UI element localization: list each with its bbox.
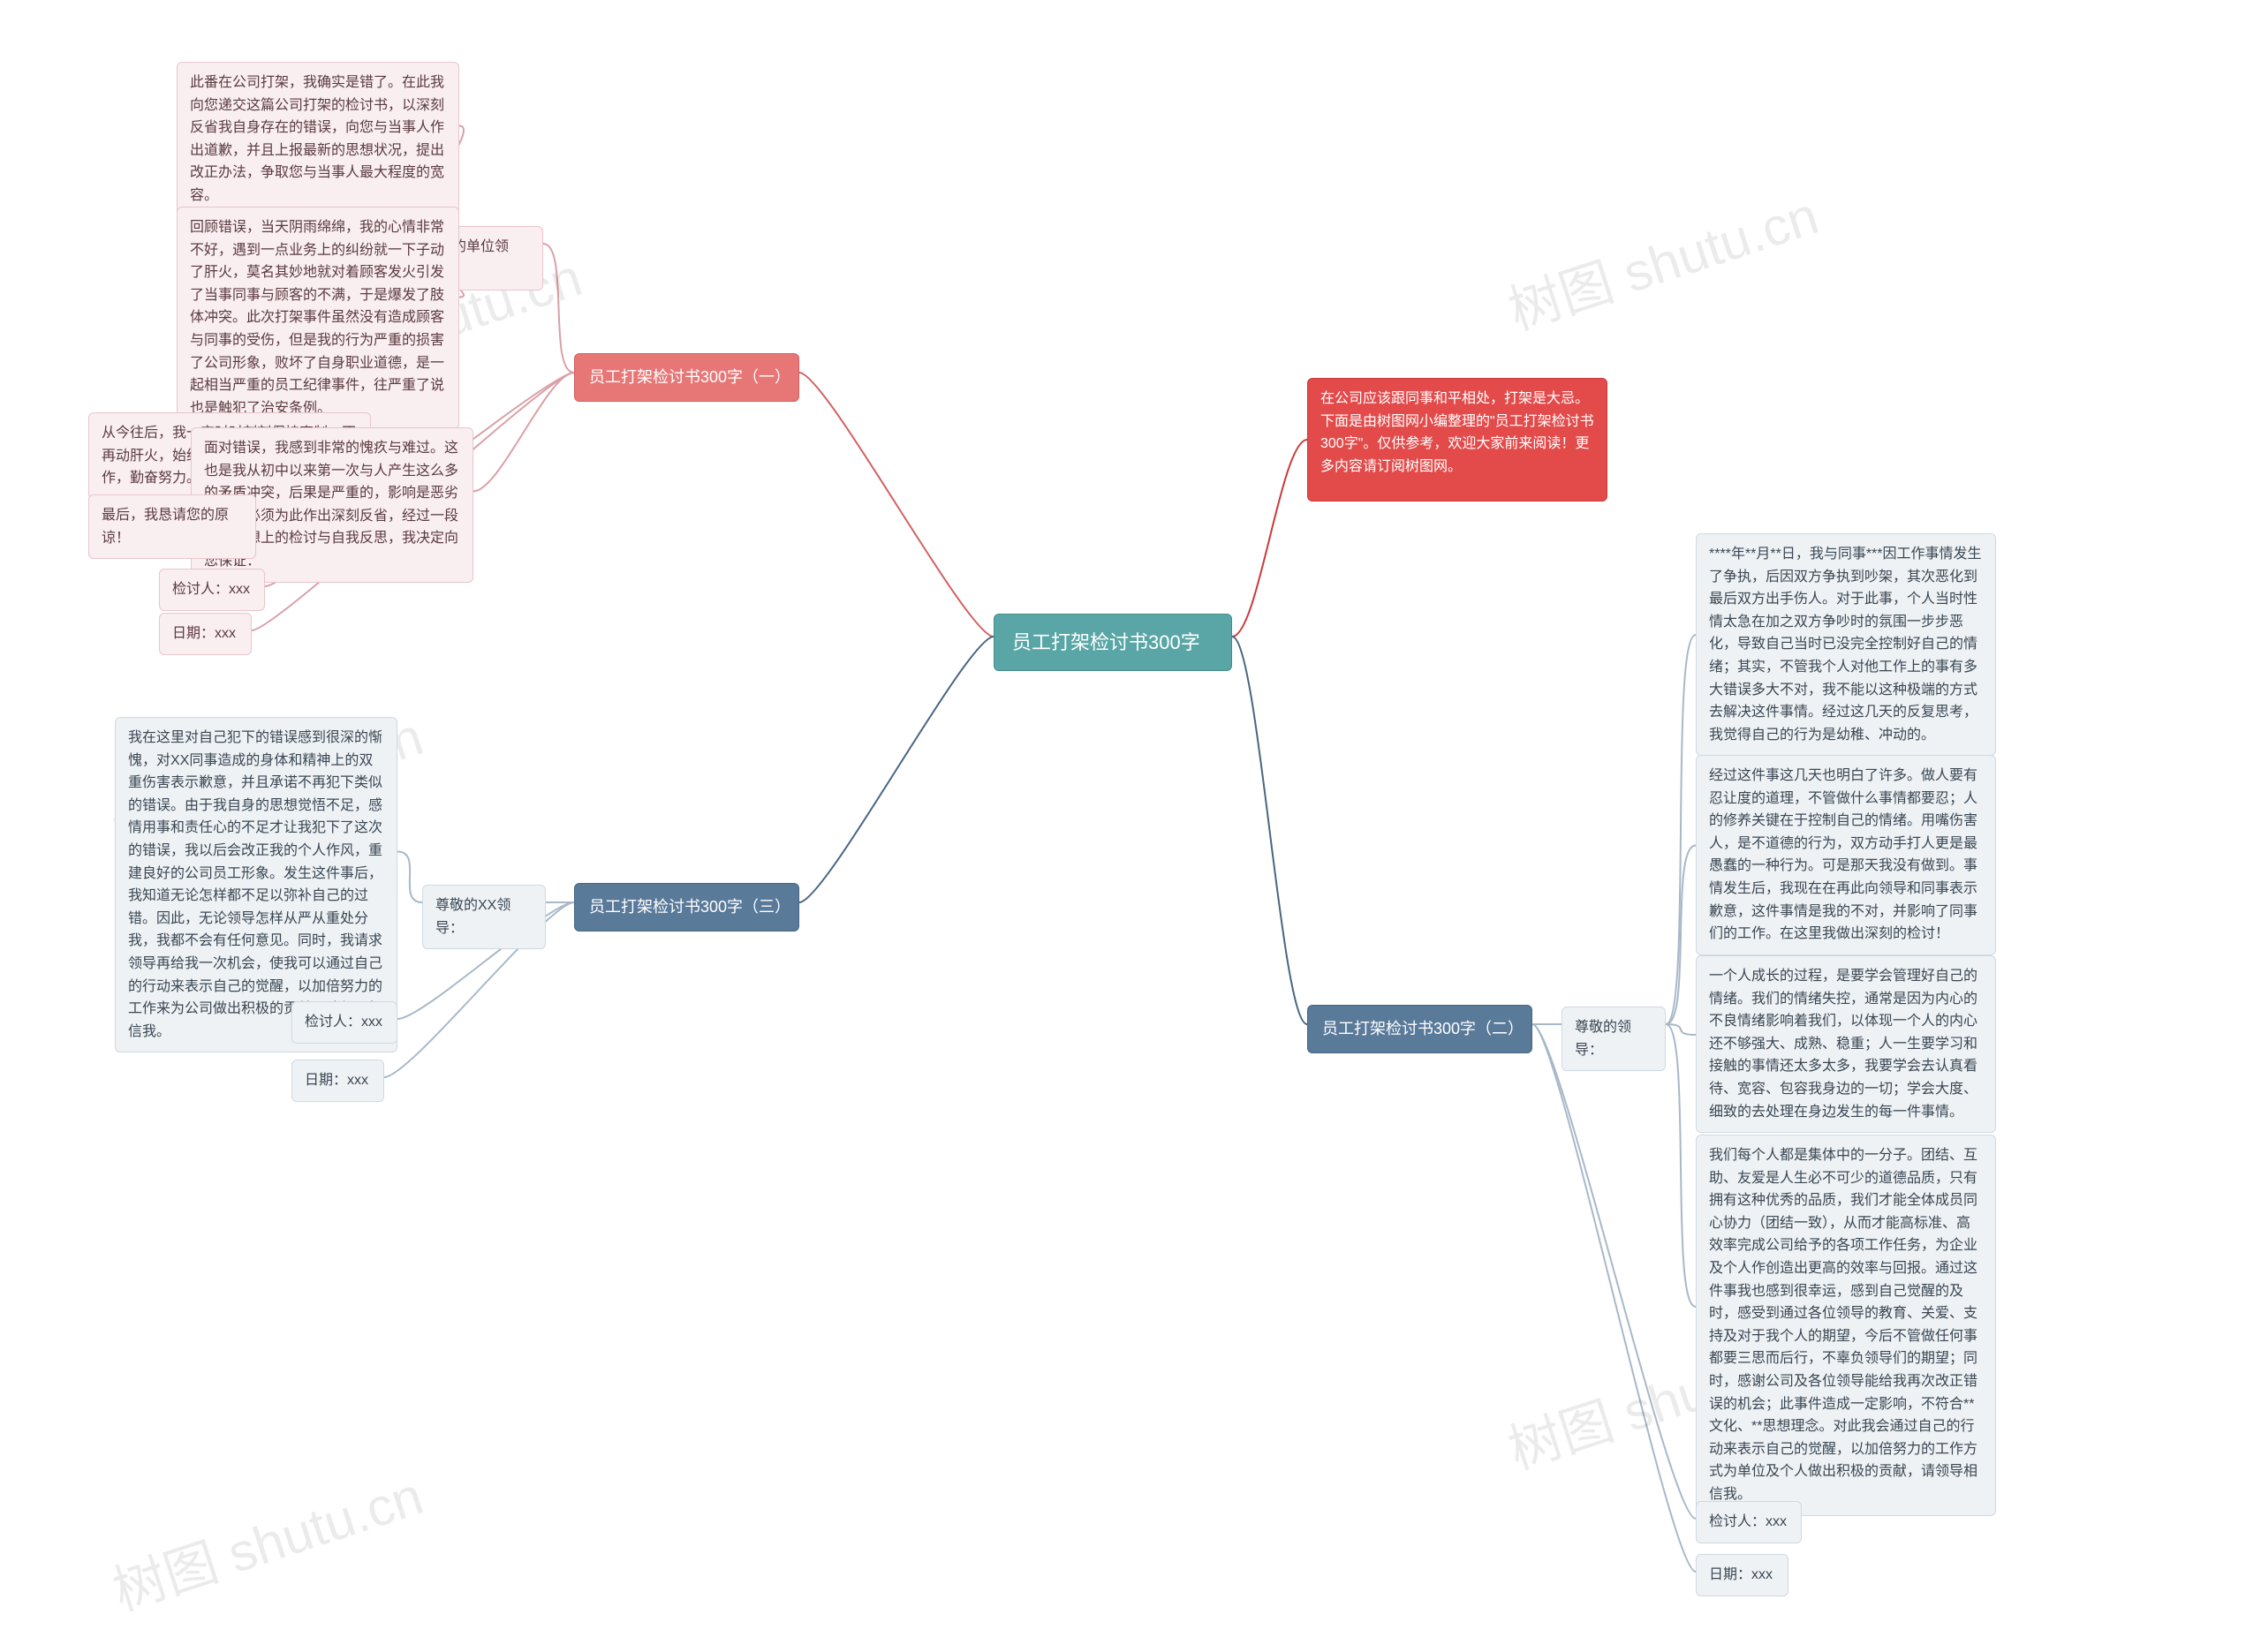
topic-2[interactable]: 员工打架检讨书300字（二） <box>1307 1005 1532 1053</box>
topic-2-para-3[interactable]: 一个人成长的过程，是要学会管理好自己的情绪。我们的情绪失控，通常是因为内心的不良… <box>1696 955 1996 1133</box>
topic-1-signature[interactable]: 检讨人：xxx <box>159 569 265 611</box>
topic-2-signature[interactable]: 检讨人：xxx <box>1696 1501 1802 1543</box>
topic-3-signature[interactable]: 检讨人：xxx <box>291 1001 397 1044</box>
topic-2-para-2[interactable]: 经过这件事这几天也明白了许多。做人要有忍让度的道理，不管做什么事情都要忍；人的修… <box>1696 755 1996 955</box>
topic-2-salutation[interactable]: 尊敬的领导： <box>1562 1007 1666 1071</box>
intro-node[interactable]: 在公司应该跟同事和平相处，打架是大忌。下面是由树图网小编整理的"员工打架检讨书3… <box>1307 378 1607 502</box>
topic-3[interactable]: 员工打架检讨书300字（三） <box>574 883 799 932</box>
root-node[interactable]: 员工打架检讨书300字 <box>994 614 1232 671</box>
topic-1-para-2[interactable]: 回顾错误，当天阴雨绵绵，我的心情非常不好，遇到一点业务上的纠纷就一下子动了肝火，… <box>177 207 459 429</box>
topic-2-date[interactable]: 日期：xxx <box>1696 1554 1788 1596</box>
topic-1[interactable]: 员工打架检讨书300字（一） <box>574 353 799 402</box>
topic-1-para-1[interactable]: 此番在公司打架，我确实是错了。在此我向您递交这篇公司打架的检讨书，以深刻反省我自… <box>177 62 459 217</box>
topic-3-date[interactable]: 日期：xxx <box>291 1060 384 1102</box>
watermark: 树图 shutu.cn <box>102 1453 431 1626</box>
topic-2-para-4[interactable]: 我们每个人都是集体中的一分子。团结、互助、友爱是人生必不可少的道德品质，只有拥有… <box>1696 1135 1996 1516</box>
watermark: 树图 shutu.cn <box>1497 173 1826 345</box>
topic-3-salutation[interactable]: 尊敬的XX领导： <box>422 885 546 949</box>
topic-1-date[interactable]: 日期：xxx <box>159 613 252 655</box>
topic-1-para-5[interactable]: 最后，我恳请您的原谅！ <box>88 494 256 559</box>
topic-2-para-1[interactable]: ****年**月**日，我与同事***因工作事情发生了争执，后因双方争执到吵架，… <box>1696 533 1996 756</box>
